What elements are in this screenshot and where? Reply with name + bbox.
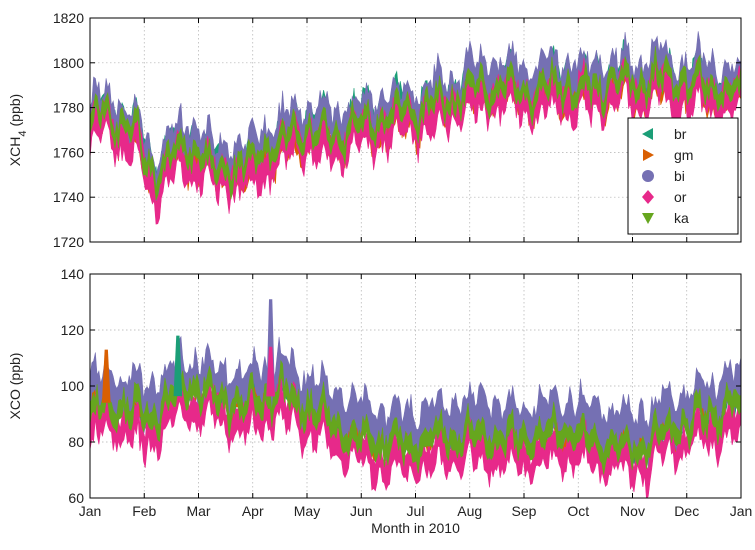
y-axis-label: XCH4 (ppb) bbox=[7, 94, 29, 166]
legend-label-br: br bbox=[674, 126, 687, 142]
legend-label-ka: ka bbox=[674, 210, 689, 226]
legend-label-bi: bi bbox=[674, 168, 685, 184]
x-tick-label: Jan bbox=[79, 503, 102, 519]
x-tick-label: Nov bbox=[620, 503, 645, 519]
x-tick-label: May bbox=[294, 503, 320, 519]
y-tick-label: 80 bbox=[68, 434, 84, 450]
y-tick-label: 1720 bbox=[53, 234, 84, 250]
legend-marker-or bbox=[642, 190, 654, 204]
y-tick-label: 1820 bbox=[53, 10, 84, 26]
x-tick-label: Dec bbox=[674, 503, 699, 519]
series-band-ka bbox=[90, 46, 741, 201]
y-tick-label: 1760 bbox=[53, 144, 84, 160]
x-tick-label: Oct bbox=[567, 503, 589, 519]
legend-label-gm: gm bbox=[674, 147, 693, 163]
peak-br bbox=[173, 335, 183, 397]
series-band-ka bbox=[90, 359, 741, 475]
legend-marker-br bbox=[642, 128, 653, 140]
y-tick-label: 1800 bbox=[53, 55, 84, 71]
legend-label-or: or bbox=[674, 189, 687, 205]
y-axis-label-main: XCH bbox=[7, 137, 23, 167]
legend: br gm bi or ka bbox=[627, 117, 739, 235]
y-tick-label: 1740 bbox=[53, 189, 84, 205]
xco-panel: 60 80 100 120 140 Jan Feb Mar Apr May Jun Jul Aug Sep… bbox=[7, 266, 752, 536]
x-tick-label: Feb bbox=[132, 503, 156, 519]
y-tick-label: 100 bbox=[61, 378, 85, 394]
y-tick-label: 1780 bbox=[53, 100, 84, 116]
y-axis-label-sub: 4 bbox=[17, 131, 29, 137]
series-group bbox=[90, 31, 741, 225]
series-group bbox=[90, 299, 741, 498]
x-tick-label: Jul bbox=[407, 503, 425, 519]
peak-gm bbox=[101, 349, 111, 403]
y-tick-label: 140 bbox=[61, 266, 85, 282]
x-tick-label: Mar bbox=[186, 503, 210, 519]
x-axis-label: Month in 2010 bbox=[371, 520, 460, 536]
legend-marker-gm bbox=[643, 149, 654, 161]
x-tick-label: Sep bbox=[512, 503, 537, 519]
x-tick-label: Aug bbox=[457, 503, 482, 519]
y-axis-label: XCO (ppb) bbox=[7, 353, 23, 420]
legend-marker-bi bbox=[642, 170, 654, 182]
y-axis-label-unit: (ppb) bbox=[7, 94, 23, 127]
y-tick-label: 120 bbox=[61, 322, 85, 338]
xch4-panel: 1720 1740 1760 1780 1800 1820 XCH4 (ppb) bbox=[7, 10, 742, 250]
peak-or bbox=[266, 346, 275, 397]
x-tick-label: Apr bbox=[242, 503, 264, 519]
x-tick-label: Jan bbox=[730, 503, 753, 519]
y-tick-label: 60 bbox=[68, 490, 84, 506]
series-band-or bbox=[90, 374, 741, 498]
legend-marker-ka bbox=[642, 213, 654, 224]
x-tick-label: Jun bbox=[350, 503, 373, 519]
